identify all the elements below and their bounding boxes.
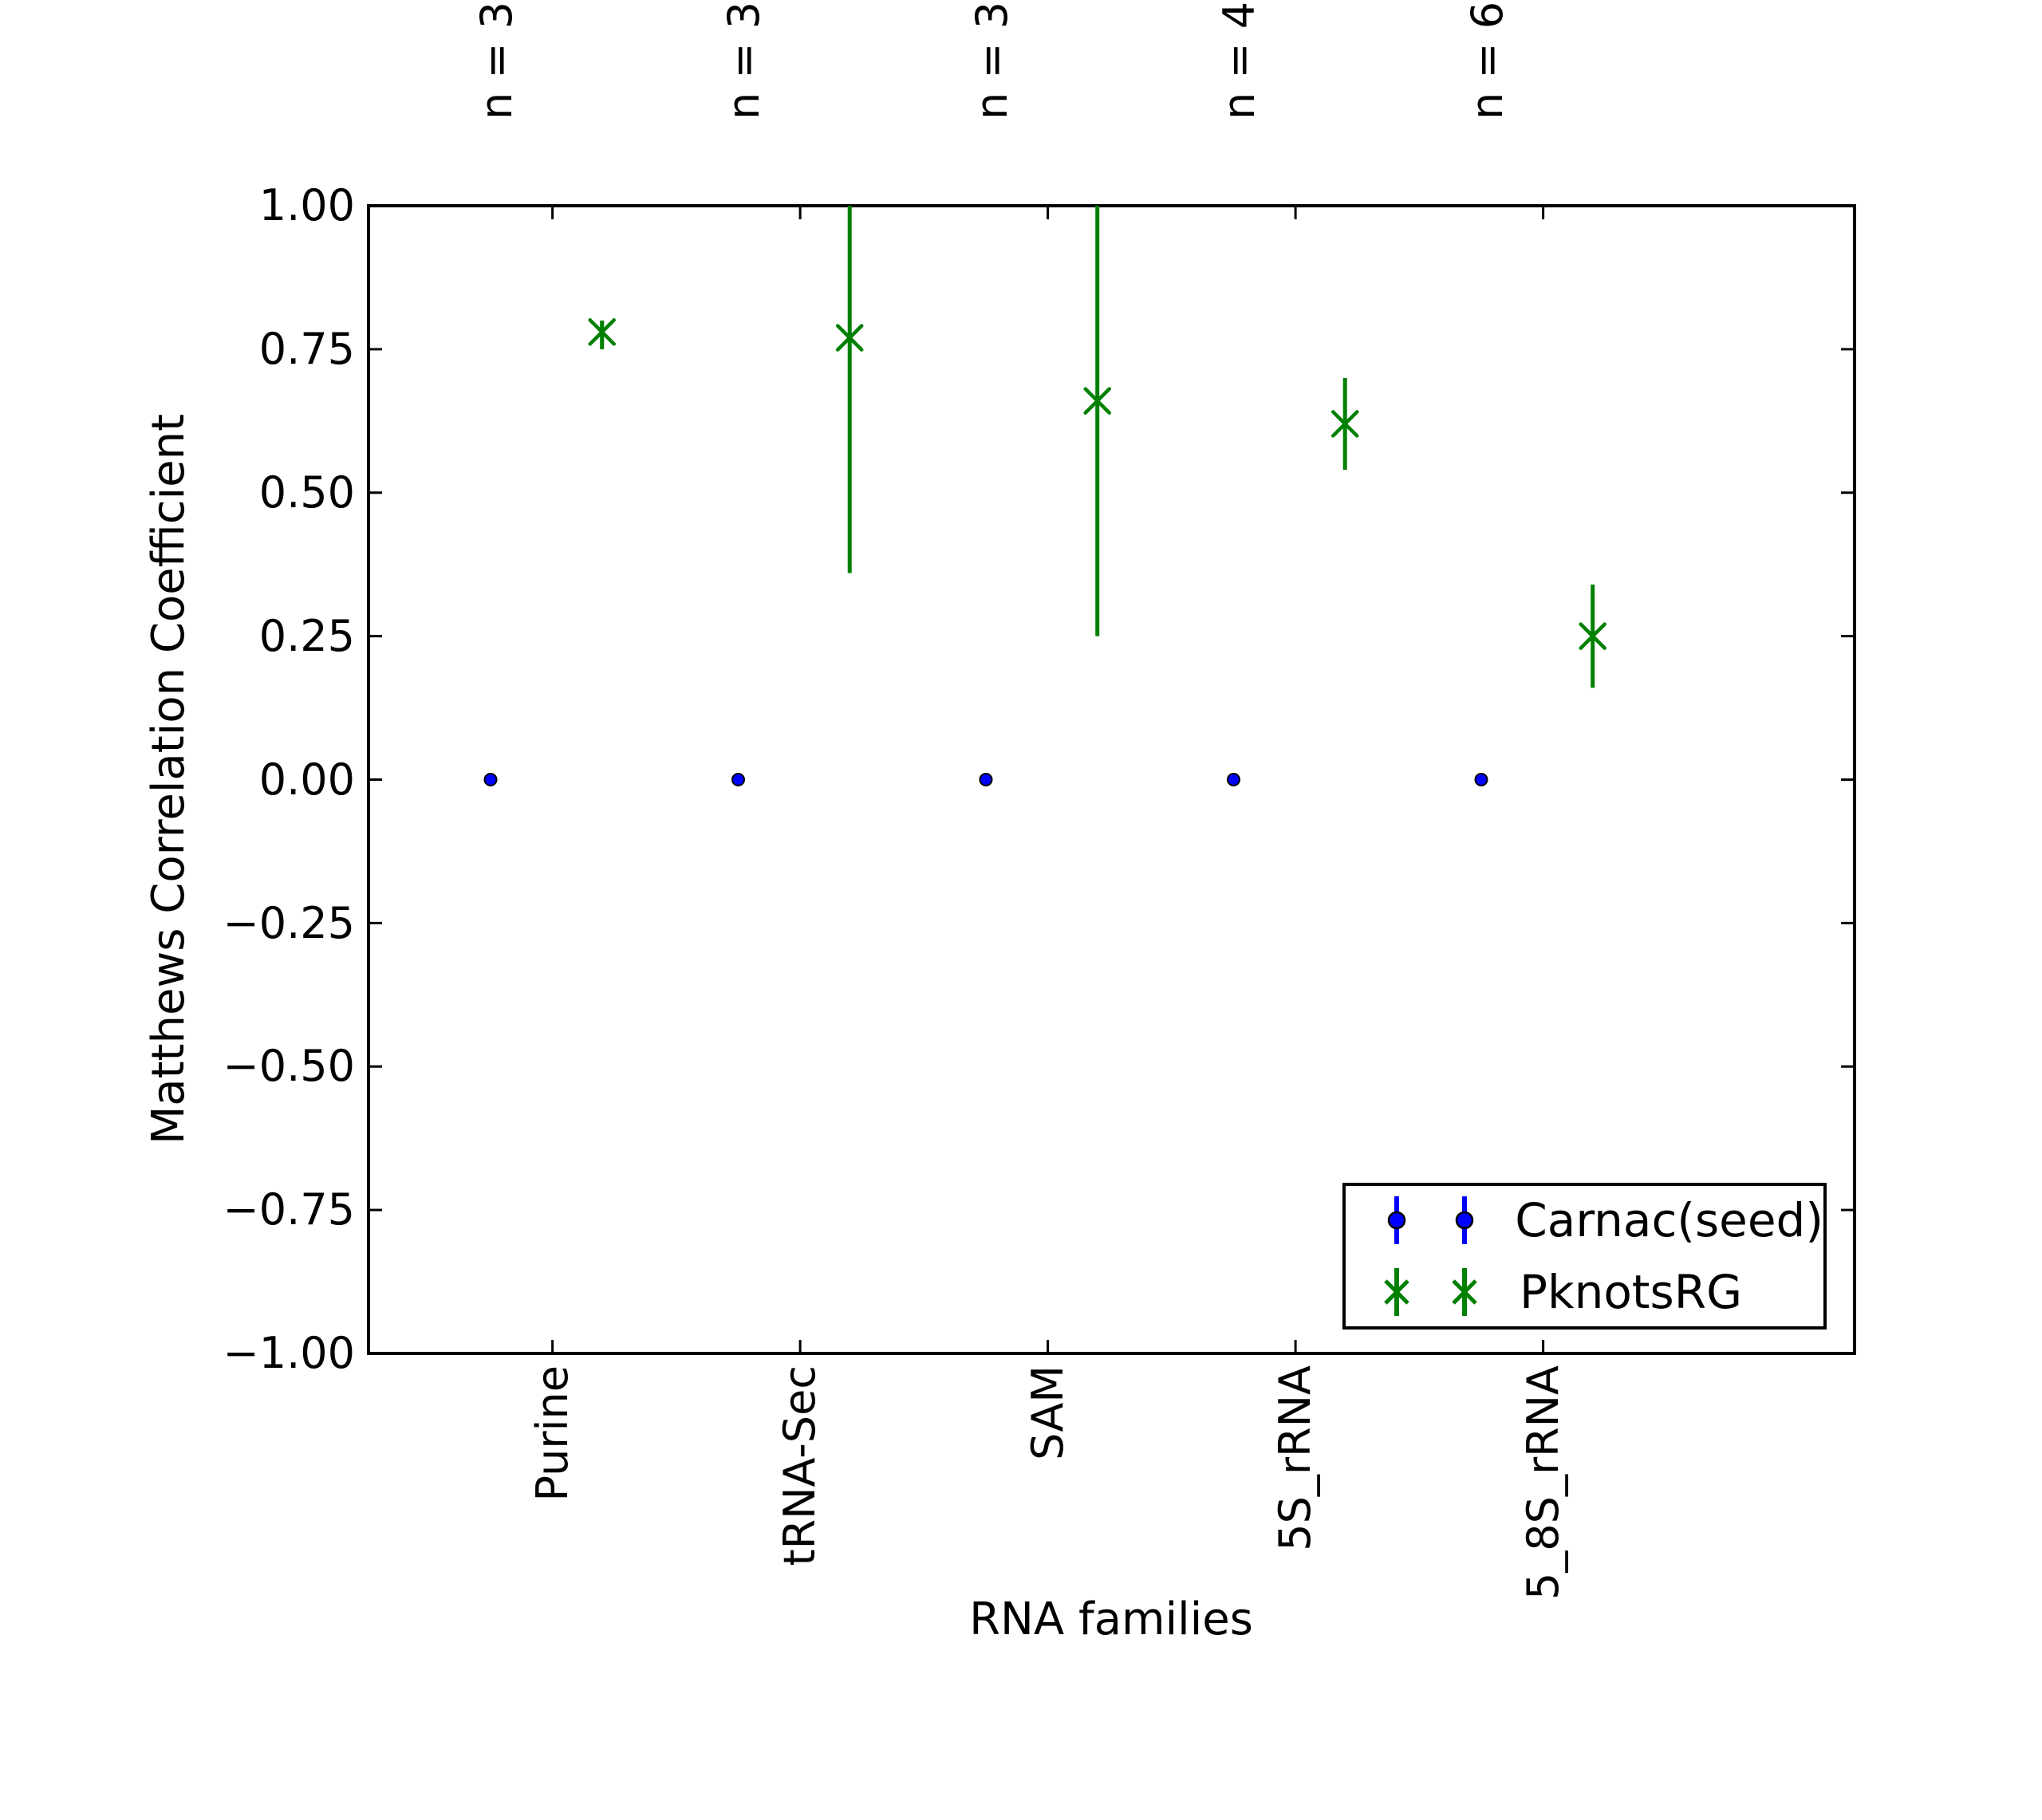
marker-x-PknotsRG	[588, 318, 616, 346]
y-tick-label: −0.50	[223, 1041, 355, 1091]
legend-entry: PknotsRG	[1346, 1256, 1823, 1328]
y-tick-label: 0.50	[258, 467, 355, 518]
marker-x-PknotsRG	[1330, 410, 1359, 438]
x-axis-title: RNA families	[969, 1593, 1253, 1645]
y-tick-label: 0.25	[258, 611, 355, 661]
marker-dot-Carnac(seed)	[483, 773, 498, 786]
y-tick-label: 0.00	[258, 754, 355, 805]
legend-box: Carnac(seed) PknotsRG	[1342, 1183, 1827, 1330]
y-tick-label: 1.00	[258, 180, 355, 230]
marker-dot-Carnac(seed)	[979, 773, 993, 786]
y-tick-label: −1.00	[223, 1328, 355, 1378]
legend-dot-marker-icon	[1387, 1196, 1474, 1244]
marker-x-PknotsRG	[835, 324, 864, 352]
marker-dot-Carnac(seed)	[1474, 773, 1488, 786]
legend-entry-label: PknotsRG	[1520, 1265, 1743, 1319]
marker-dot-Carnac(seed)	[731, 773, 745, 786]
y-tick-label: −0.75	[223, 1184, 355, 1235]
marker-x-PknotsRG	[1083, 387, 1111, 415]
legend-entry-label: Carnac(seed)	[1515, 1193, 1823, 1247]
marker-x-PknotsRG	[1579, 622, 1606, 650]
y-tick-label: 0.75	[258, 324, 355, 374]
legend-entry: Carnac(seed)	[1346, 1184, 1823, 1256]
legend-x-marker-icon	[1384, 1268, 1477, 1316]
y-tick-label: −0.25	[223, 898, 355, 948]
axes-frame	[367, 204, 1856, 1355]
marker-dot-Carnac(seed)	[1227, 773, 1240, 786]
